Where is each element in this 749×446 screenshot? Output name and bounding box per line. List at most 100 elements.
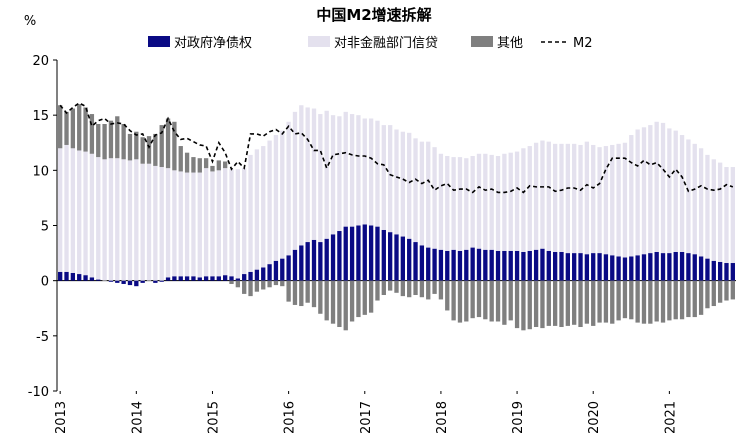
bar-gov-net-claims <box>318 242 323 281</box>
bar-gov-net-claims <box>127 280 133 286</box>
bar-gov-net-claims <box>108 280 114 282</box>
bar-gov-net-claims <box>203 276 209 281</box>
bar-other <box>527 280 532 330</box>
bar-nonfin-credit <box>172 170 177 277</box>
bar-gov-net-claims <box>83 275 88 281</box>
bar-nonfin-credit <box>730 167 735 264</box>
y-axis-unit: % <box>24 14 36 29</box>
bar-gov-net-claims <box>711 260 716 281</box>
bar-nonfin-credit <box>457 157 463 251</box>
bar-nonfin-credit <box>622 142 628 258</box>
bar-nonfin-credit <box>254 149 260 270</box>
bar-other <box>229 280 234 284</box>
bar-nonfin-credit <box>178 171 183 277</box>
bar-other <box>115 116 120 159</box>
bar-other <box>724 280 729 301</box>
bar-nonfin-credit <box>362 118 367 225</box>
bar-other <box>96 123 101 158</box>
bar-gov-net-claims <box>540 248 545 281</box>
bar-nonfin-credit <box>242 168 247 275</box>
bar-other <box>191 157 196 173</box>
bar-gov-net-claims <box>70 272 76 281</box>
bar-nonfin-credit <box>572 143 577 254</box>
bar-nonfin-credit <box>337 116 342 232</box>
bar-gov-net-claims <box>502 250 507 281</box>
y-tick-label: 5 <box>41 220 49 235</box>
bar-other <box>127 133 133 161</box>
bar-other <box>432 280 437 294</box>
bar-gov-net-claims <box>667 253 672 281</box>
bar-other <box>641 280 647 324</box>
bar-gov-net-claims <box>679 251 685 281</box>
bar-gov-net-claims <box>603 254 609 281</box>
bar-gov-net-claims <box>559 251 564 281</box>
bar-nonfin-credit <box>261 146 266 268</box>
bar-other <box>559 280 564 328</box>
bar-gov-net-claims <box>717 261 723 281</box>
bar-other <box>552 280 558 326</box>
bar-gov-net-claims <box>153 280 158 283</box>
bar-gov-net-claims <box>464 249 469 281</box>
bar-gov-net-claims <box>58 271 63 281</box>
bar-other <box>451 280 456 321</box>
bar-other <box>178 146 183 172</box>
bar-other <box>242 280 247 294</box>
bar-nonfin-credit <box>292 111 298 250</box>
bar-gov-net-claims <box>476 248 482 281</box>
bar-gov-net-claims <box>673 251 678 281</box>
bar-nonfin-credit <box>660 122 666 254</box>
bar-nonfin-credit <box>223 168 228 276</box>
bar-other <box>476 280 482 318</box>
bar-nonfin-credit <box>679 135 685 252</box>
bar-nonfin-credit <box>476 153 482 249</box>
bar-other <box>280 280 285 287</box>
bar-gov-net-claims <box>337 231 342 281</box>
bar-other <box>216 160 221 171</box>
y-tick-label: 20 <box>32 54 49 69</box>
bar-other <box>660 280 666 323</box>
bar-other <box>254 280 260 292</box>
bar-nonfin-credit <box>407 132 412 239</box>
bar-other <box>673 280 678 320</box>
bar-nonfin-credit <box>470 155 475 248</box>
bar-other <box>387 280 393 291</box>
bar-other <box>622 280 628 319</box>
bar-nonfin-credit <box>368 118 374 226</box>
bar-nonfin-credit <box>648 125 653 254</box>
bar-nonfin-credit <box>629 135 634 257</box>
bar-nonfin-credit <box>514 151 520 251</box>
bar-other <box>381 280 386 296</box>
bar-other <box>445 280 450 311</box>
bar-gov-net-claims <box>356 225 361 281</box>
bar-gov-net-claims <box>451 249 456 281</box>
bar-nonfin-credit <box>673 130 678 252</box>
bar-gov-net-claims <box>349 226 355 281</box>
bar-other <box>711 280 716 307</box>
bar-gov-net-claims <box>552 251 558 281</box>
bar-nonfin-credit <box>502 153 507 251</box>
bar-other <box>330 280 336 324</box>
bar-other <box>197 158 202 173</box>
bar-gov-net-claims <box>121 280 126 284</box>
bar-gov-net-claims <box>483 249 488 281</box>
bar-gov-net-claims <box>235 278 241 281</box>
bar-gov-net-claims <box>686 253 691 281</box>
bar-other <box>572 280 577 325</box>
bar-other <box>356 280 361 318</box>
bar-gov-net-claims <box>610 255 615 281</box>
bar-other <box>210 165 215 172</box>
y-tick-label: 0 <box>41 275 49 290</box>
bar-other <box>635 280 640 323</box>
legend-label: 其他 <box>497 36 523 51</box>
bar-nonfin-credit <box>654 121 659 252</box>
x-tick-label: 2017 <box>359 401 374 434</box>
bar-other <box>419 280 425 298</box>
bar-nonfin-credit <box>203 168 209 277</box>
bar-nonfin-credit <box>115 158 120 281</box>
bar-nonfin-credit <box>445 155 450 251</box>
bar-nonfin-credit <box>495 155 501 251</box>
x-tick-label: 2015 <box>206 401 221 434</box>
bar-gov-net-claims <box>248 271 253 281</box>
bar-nonfin-credit <box>603 146 609 255</box>
bar-other <box>502 280 507 325</box>
